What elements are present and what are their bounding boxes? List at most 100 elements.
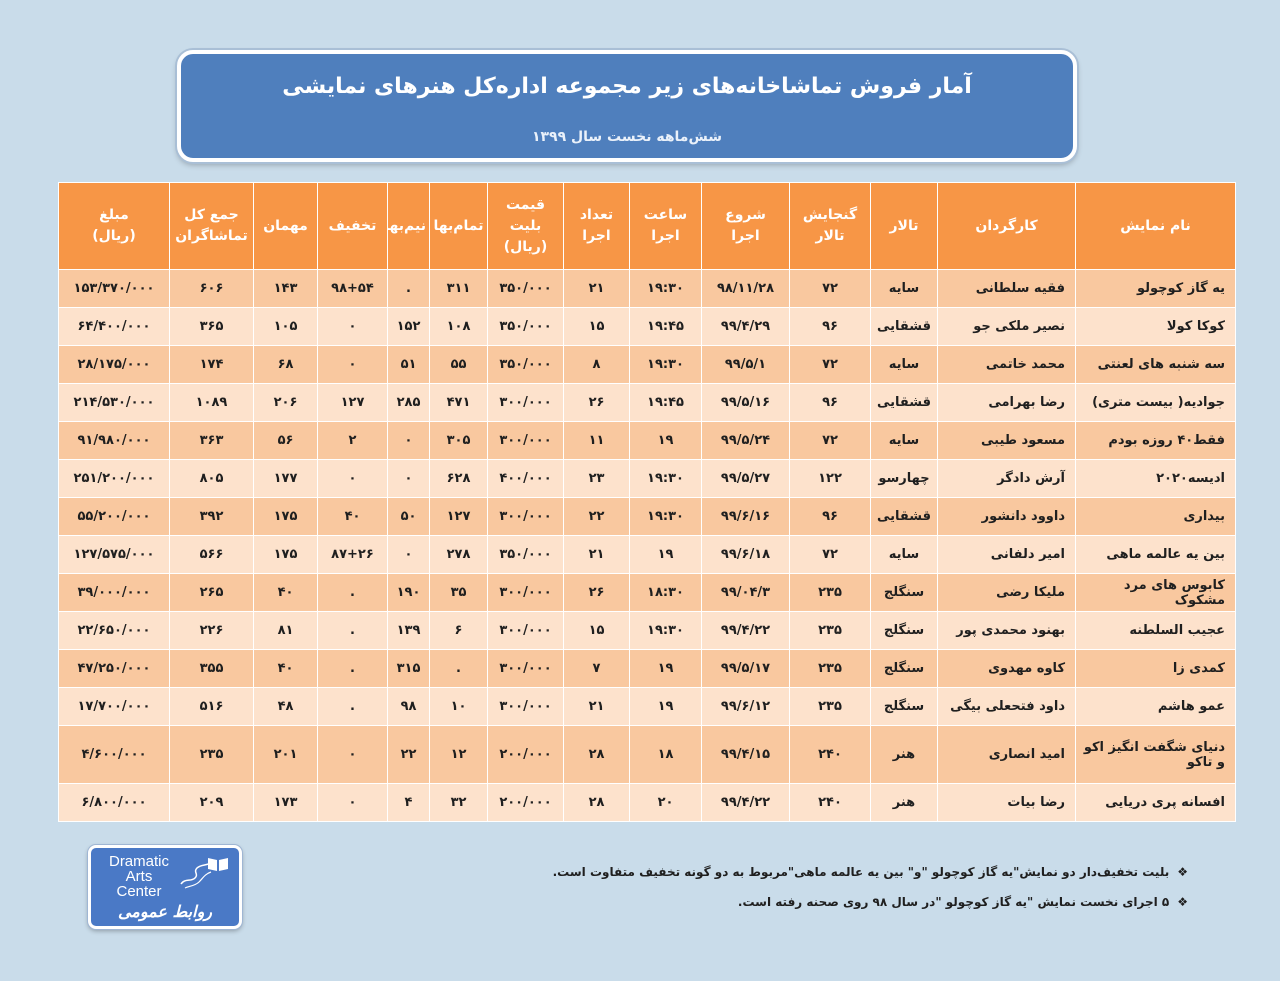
cell-price: ۳۰۰/۰۰۰	[487, 611, 564, 650]
page-title: آمار فروش تماشاخانه‌های زیر مجموعه اداره…	[282, 74, 972, 99]
cell-hall: سایه	[870, 345, 938, 384]
cell-start: ۹۹/۵/۱	[701, 345, 790, 384]
cell-name: ادیسه۲۰۲۰	[1075, 459, 1236, 498]
cell-guest: ۲۰۶	[253, 383, 318, 422]
page-subtitle: شش‌ماهه نخست سال ۱۳۹۹	[531, 129, 723, 145]
cell-hall: سنگلج	[870, 649, 938, 688]
cell-capacity: ۲۴۰	[789, 783, 871, 822]
cell-discount: ۴۰	[317, 497, 388, 536]
cell-full: ۴۷۱	[429, 383, 488, 422]
cell-price: ۲۰۰/۰۰۰	[487, 725, 564, 784]
cell-discount: ۹۸+۵۴	[317, 269, 388, 308]
cell-time: ۱۹	[629, 687, 702, 726]
sales-table-wrapper: نام نمایش کارگردان تالار گنجایش تالار شرو…	[58, 182, 1236, 822]
header-director: کارگردان	[937, 182, 1076, 270]
header-count: تعداد اجرا	[563, 182, 630, 270]
cell-capacity: ۲۳۵	[789, 611, 871, 650]
cell-guest: ۸۱	[253, 611, 318, 650]
cell-start: ۹۹/۶/۱۲	[701, 687, 790, 726]
cell-name: فقط۴۰ روزه بودم	[1075, 421, 1236, 460]
sales-table: نام نمایش کارگردان تالار گنجایش تالار شرو…	[58, 182, 1236, 822]
cell-full: ۶	[429, 611, 488, 650]
cell-price: ۳۰۰/۰۰۰	[487, 497, 564, 536]
header-half: نیم‌بها	[387, 182, 430, 270]
cell-total: ۲۶۵	[169, 573, 254, 612]
cell-full: ۱۲۷	[429, 497, 488, 536]
cell-start: ۹۹/۵/۱۶	[701, 383, 790, 422]
cell-price: ۳۰۰/۰۰۰	[487, 421, 564, 460]
cell-guest: ۴۰	[253, 573, 318, 612]
cell-total: ۳۵۵	[169, 649, 254, 688]
cell-discount: .	[317, 611, 388, 650]
bullet-icon: ❖	[1177, 895, 1188, 909]
cell-half: ۱۳۹	[387, 611, 430, 650]
cell-discount: .	[317, 573, 388, 612]
cell-guest: ۱۷۵	[253, 535, 318, 574]
cell-half: ۳۱۵	[387, 649, 430, 688]
cell-name: کوکا کولا	[1075, 307, 1236, 346]
cell-half: .	[387, 269, 430, 308]
cell-price: ۳۰۰/۰۰۰	[487, 649, 564, 688]
cell-count: ۲۱	[563, 687, 630, 726]
table-row: کمدی زا کاوه مهدوی سنگلج ۲۳۵ ۹۹/۵/۱۷ ۱۹ ۷ ۳۰۰/۰…	[58, 649, 1236, 688]
cell-capacity: ۲۳۵	[789, 687, 871, 726]
dramatic-arts-center-logo: Dramatic Arts Center روابط عمومی	[88, 845, 242, 929]
cell-director: ملیکا رضی	[937, 573, 1076, 612]
cell-half: ۱۹۰	[387, 573, 430, 612]
cell-half: ۲۲	[387, 725, 430, 784]
cell-hall: قشقایی	[870, 307, 938, 346]
cell-count: ۲۳	[563, 459, 630, 498]
cell-guest: ۴۸	[253, 687, 318, 726]
cell-price: ۳۵۰/۰۰۰	[487, 535, 564, 574]
cell-total: ۵۶۶	[169, 535, 254, 574]
cell-start: ۹۹/۶/۱۸	[701, 535, 790, 574]
cell-full: ۳۵	[429, 573, 488, 612]
cell-start: ۹۹/۶/۱۶	[701, 497, 790, 536]
cell-capacity: ۹۶	[789, 497, 871, 536]
cell-capacity: ۷۲	[789, 421, 871, 460]
cell-guest: ۱۷۷	[253, 459, 318, 498]
cell-discount: ۰	[317, 783, 388, 822]
cell-hall: قشقایی	[870, 383, 938, 422]
title-box: آمار فروش تماشاخانه‌های زیر مجموعه اداره…	[177, 50, 1077, 162]
cell-capacity: ۷۲	[789, 345, 871, 384]
cell-guest: ۵۶	[253, 421, 318, 460]
table-row: عجیب السلطنه بهنود محمدی پور سنگلج ۲۳۵ ۹۹/۴/…	[58, 611, 1236, 650]
cell-half: ۰	[387, 421, 430, 460]
header-full: تمام‌بها	[429, 182, 488, 270]
cell-discount: ۰	[317, 725, 388, 784]
cell-price: ۳۵۰/۰۰۰	[487, 345, 564, 384]
cell-total: ۲۲۶	[169, 611, 254, 650]
cell-director: محمد خاتمی	[937, 345, 1076, 384]
cell-time: ۲۰	[629, 783, 702, 822]
cell-guest: ۶۸	[253, 345, 318, 384]
cell-time: ۱۹	[629, 535, 702, 574]
cell-director: نصیر ملکی جو	[937, 307, 1076, 346]
header-hall: تالار	[870, 182, 938, 270]
cell-start: ۹۸/۱۱/۲۸	[701, 269, 790, 308]
cell-hall: چهارسو	[870, 459, 938, 498]
cell-discount: ۱۲۷	[317, 383, 388, 422]
cell-director: داوود دانشور	[937, 497, 1076, 536]
header-capacity: گنجایش تالار	[789, 182, 871, 270]
cell-total: ۶۰۶	[169, 269, 254, 308]
cell-time: ۱۹:۳۰	[629, 459, 702, 498]
cell-start: ۹۹/۵/۲۴	[701, 421, 790, 460]
cell-full: ۱۰	[429, 687, 488, 726]
cell-guest: ۲۰۱	[253, 725, 318, 784]
cell-amount: ۲۱۴/۵۳۰/۰۰۰	[58, 383, 170, 422]
footnote-text: ۵ اجرای نخست نمایش "یه گاز کوچولو "در سا…	[737, 895, 1170, 909]
cell-start: ۹۹/۴/۱۵	[701, 725, 790, 784]
header-discount: تخفیف	[317, 182, 388, 270]
table-row: سه شنبه های لعنتی محمد خاتمی سایه ۷۲ ۹۹/۵/۱ ۱…	[58, 345, 1236, 384]
cell-total: ۲۰۹	[169, 783, 254, 822]
cell-hall: سایه	[870, 269, 938, 308]
cell-count: ۲۸	[563, 725, 630, 784]
cell-director: امیر دلفانی	[937, 535, 1076, 574]
cell-total: ۲۳۵	[169, 725, 254, 784]
cell-price: ۳۵۰/۰۰۰	[487, 307, 564, 346]
table-row: فقط۴۰ روزه بودم مسعود طیبی سایه ۷۲ ۹۹/۵/۲۴ ۱۹…	[58, 421, 1236, 460]
cell-time: ۱۹:۴۵	[629, 307, 702, 346]
cell-guest: ۱۷۳	[253, 783, 318, 822]
cell-director: رضا بهرامی	[937, 383, 1076, 422]
